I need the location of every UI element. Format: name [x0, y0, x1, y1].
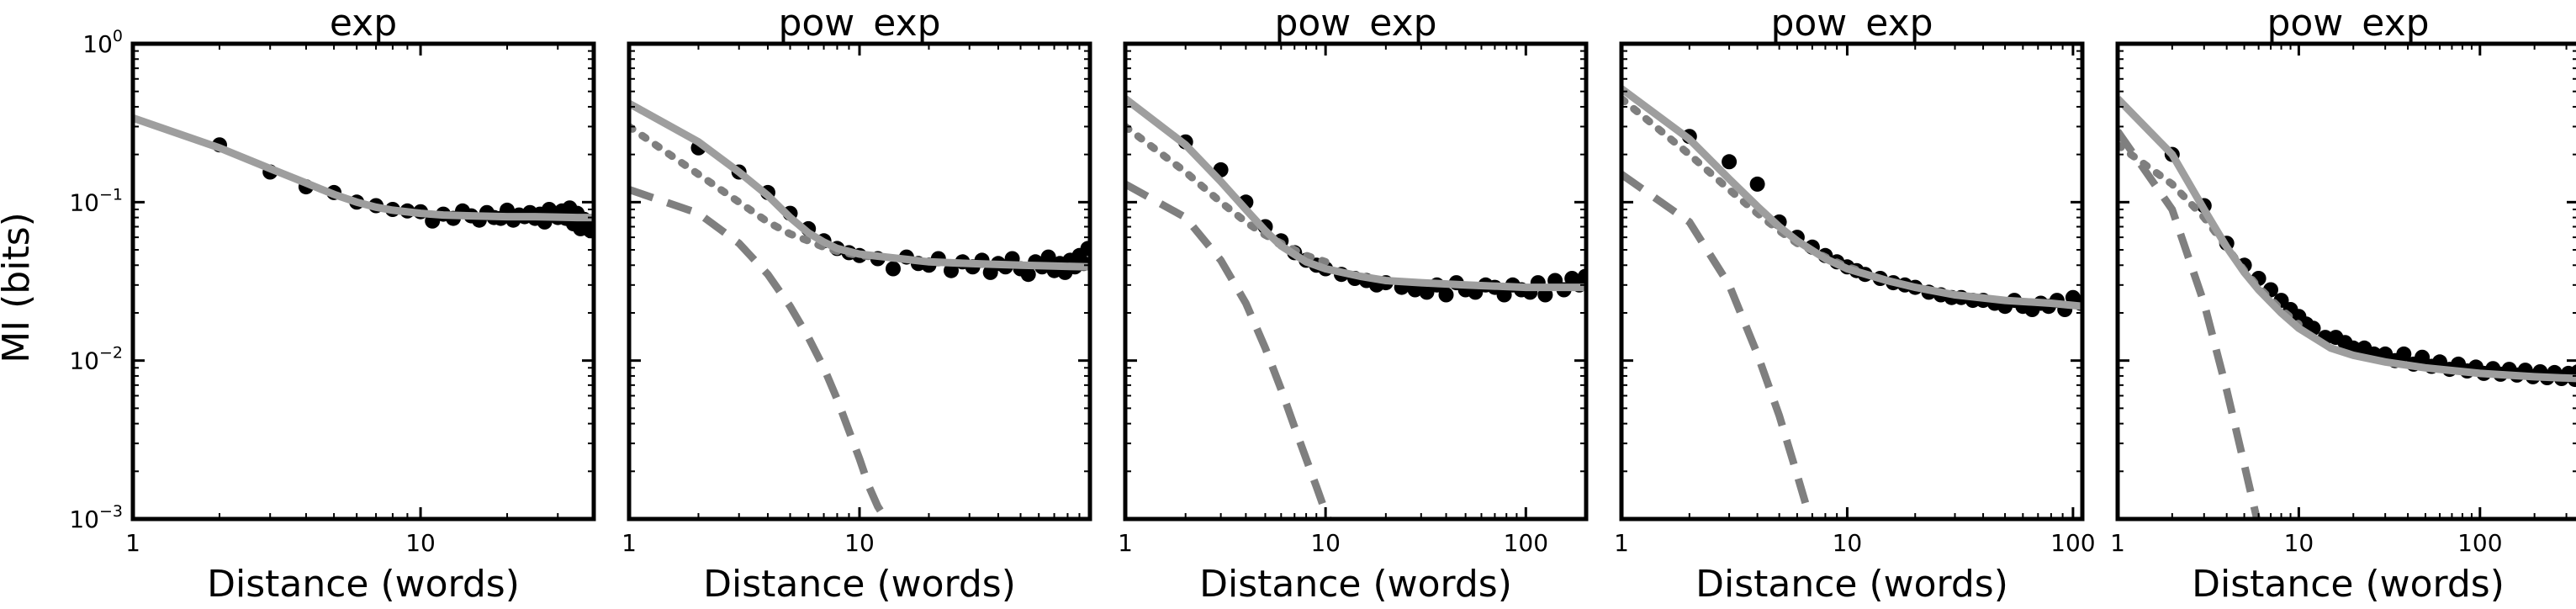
x-axis-label: Distance (words) — [1199, 563, 1512, 606]
y-tick-label: 10−1 — [69, 185, 123, 216]
x-tick-label: 1 — [2110, 529, 2125, 557]
data-point — [944, 262, 959, 278]
x-tick-label: 1 — [125, 529, 140, 557]
x-axis-label: Distance (words) — [207, 563, 520, 606]
chart-panel: 1 10 100 pow_exp Distance (words) — [1118, 2, 1589, 606]
fit-dashed-line — [2118, 129, 2261, 519]
axes-frame — [627, 41, 1092, 522]
fit-solid-line — [1125, 95, 1586, 292]
data-point — [1020, 267, 1036, 283]
panel-title: pow_exp — [1274, 2, 1436, 45]
panel-title: pow_exp — [778, 2, 940, 45]
panel-title: pow_exp — [2267, 2, 2429, 45]
panel-title: pow_exp — [1770, 2, 1933, 45]
fit-solid-line — [1621, 85, 2082, 310]
x-tick-label: 10 — [1833, 529, 1863, 557]
data-point — [1438, 287, 1454, 303]
y-tick-label: 10−3 — [69, 502, 123, 533]
x-axis-label: Distance (words) — [1695, 563, 2008, 606]
x-tick-label: 100 — [2050, 529, 2095, 557]
fit-solid-line — [629, 100, 1090, 271]
chart-panel: 1 10 100 pow_exp Distance (words) — [2110, 2, 2576, 606]
x-tick-label: 100 — [1504, 529, 1548, 557]
chart-panel: 1 10 100 pow_exp Distance (words) — [1614, 2, 2096, 606]
data-point — [1722, 154, 1738, 170]
x-tick-label: 1 — [1614, 529, 1629, 557]
data-point — [1496, 287, 1512, 303]
y-axis-label: MI (bits) — [0, 212, 38, 363]
chart-panel: 1 10 pow_exp Distance (words) — [622, 2, 1092, 606]
fit-solid-line — [133, 114, 594, 222]
panel-title: exp — [330, 2, 397, 45]
x-tick-label: 10 — [844, 529, 875, 557]
x-axis-label: Distance (words) — [2192, 563, 2505, 606]
fit-dotted-line — [1621, 94, 1870, 277]
x-tick-label: 1 — [1118, 529, 1133, 557]
data-point — [2415, 349, 2431, 365]
data-point — [1749, 176, 1765, 192]
x-tick-label: 10 — [2284, 529, 2314, 557]
chart-panel: 1 10 100 10−1 10−2 10−3 exp Distance (words) — [69, 2, 596, 606]
data-point — [886, 261, 901, 277]
axes-frame — [2115, 41, 2576, 522]
fit-dotted-line — [629, 123, 882, 262]
y-tick-label: 100 — [82, 27, 123, 58]
fit-solid-line — [2118, 96, 2576, 383]
data-point — [2396, 346, 2412, 362]
fit-dashed-line — [629, 186, 889, 519]
axes-frame — [130, 41, 596, 522]
fit-dotted-line — [1125, 123, 1330, 266]
x-tick-label: 100 — [2457, 529, 2502, 557]
x-tick-label: 10 — [405, 529, 436, 557]
data-point — [1080, 241, 1090, 257]
x-tick-label: 10 — [1310, 529, 1341, 557]
data-point — [1040, 249, 1056, 265]
fit-dashed-line — [1125, 180, 1332, 519]
x-tick-label: 1 — [622, 529, 637, 557]
y-tick-label: 10−2 — [69, 344, 123, 375]
x-axis-label: Distance (words) — [703, 563, 1016, 606]
fit-dashed-line — [1621, 171, 1815, 519]
axes-frame — [1123, 41, 1589, 522]
axes-frame — [1619, 41, 2085, 522]
